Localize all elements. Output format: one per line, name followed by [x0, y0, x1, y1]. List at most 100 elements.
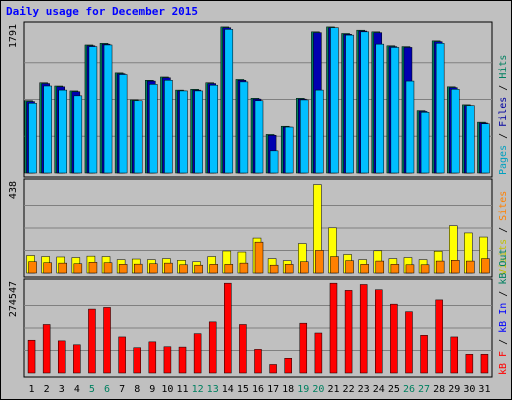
bar-kb-f-day-30 — [465, 354, 474, 374]
legend-entry: Hits — [498, 55, 509, 79]
bar-sites-day-24 — [375, 260, 385, 274]
bar-kb-f-day-11 — [178, 346, 187, 374]
bar-pages-day-20 — [315, 89, 324, 174]
bar-kb-f-day-13 — [208, 321, 217, 374]
day-label-16: 16 — [252, 384, 264, 395]
bar-kb-f-day-28 — [435, 299, 443, 374]
bar-kb-f-day-4 — [73, 344, 81, 374]
day-label-4: 4 — [74, 384, 80, 395]
bar-kb-f-day-31 — [480, 354, 489, 374]
bar-pages-day-18 — [284, 126, 294, 174]
bar-sites-day-26 — [405, 264, 415, 274]
bar-sites-day-4 — [73, 263, 83, 274]
legend-hits: Pages / Files / Hits — [498, 55, 509, 175]
bar-pages-day-13 — [209, 84, 218, 174]
bar-sites-day-1 — [28, 261, 37, 274]
bar-pages-day-7 — [118, 74, 128, 174]
bar-sites-day-12 — [194, 264, 203, 274]
bar-pages-day-31 — [481, 123, 490, 174]
bar-kb-f-day-2 — [42, 324, 51, 374]
bar-sites-day-23 — [360, 264, 369, 274]
bar-kb-f-day-23 — [359, 284, 368, 374]
bar-pages-day-12 — [194, 90, 203, 174]
bar-pages-day-11 — [179, 90, 188, 174]
bar-sites-day-10 — [164, 262, 173, 274]
day-label-6: 6 — [104, 384, 110, 395]
day-label-28: 28 — [433, 384, 445, 395]
bar-pages-day-27 — [420, 112, 430, 174]
bar-pages-day-6 — [103, 44, 113, 174]
bar-pages-day-4 — [73, 95, 83, 174]
day-label-14: 14 — [222, 384, 234, 395]
legend-entry: / — [498, 79, 509, 97]
bar-sites-day-16 — [254, 241, 264, 274]
bar-kb-f-day-3 — [57, 340, 66, 374]
bar-sites-day-2 — [43, 262, 52, 274]
day-label-24: 24 — [373, 384, 385, 395]
bar-pages-day-10 — [164, 80, 173, 174]
bar-pages-day-29 — [451, 89, 460, 174]
day-label-19: 19 — [297, 384, 309, 395]
bar-sites-day-13 — [209, 264, 218, 274]
bar-sites-day-30 — [466, 260, 475, 274]
bar-sites-day-20 — [315, 250, 324, 274]
bar-pages-day-1 — [28, 102, 37, 174]
bar-kb-f-day-12 — [193, 333, 202, 374]
bar-sites-day-28 — [435, 260, 445, 274]
day-label-26: 26 — [403, 384, 415, 395]
bar-kb-f-day-25 — [390, 303, 398, 374]
day-label-13: 13 — [207, 384, 219, 395]
bar-sites-day-11 — [179, 264, 188, 274]
day-label-12: 12 — [192, 384, 204, 395]
legend-kbytes: kB F / kB In / kB Out — [498, 249, 509, 375]
bar-kb-f-day-29 — [450, 336, 459, 374]
bar-kb-f-day-17 — [269, 364, 277, 374]
bar-kb-f-day-20 — [314, 332, 323, 374]
bar-kb-f-day-10 — [163, 346, 172, 374]
bar-pages-day-19 — [300, 99, 309, 174]
bar-sites-day-25 — [390, 264, 400, 274]
day-label-15: 15 — [237, 384, 249, 395]
day-label-25: 25 — [388, 384, 400, 395]
day-label-3: 3 — [59, 384, 65, 395]
bar-sites-day-7 — [118, 264, 128, 274]
bar-sites-day-18 — [284, 264, 294, 274]
day-label-10: 10 — [161, 384, 173, 395]
bar-pages-day-24 — [375, 43, 385, 174]
bar-pages-day-26 — [405, 80, 415, 174]
legend-entry: / — [498, 285, 509, 303]
max-label-visits: 438 — [8, 181, 19, 199]
max-label-kbytes: 274547 — [8, 281, 19, 317]
bar-sites-day-21 — [330, 256, 339, 274]
bar-kb-f-day-7 — [118, 336, 126, 374]
day-label-2: 2 — [44, 384, 50, 395]
bar-pages-day-28 — [435, 43, 445, 174]
bar-kb-f-day-22 — [344, 290, 353, 374]
legend-entry: / — [498, 127, 509, 145]
legend-entry: Visits — [498, 239, 509, 275]
max-label-hits: 1791 — [8, 24, 19, 48]
bar-pages-day-15 — [239, 81, 249, 174]
bar-pages-day-5 — [88, 46, 98, 174]
legend-entry: Files — [498, 97, 509, 127]
bar-sites-day-3 — [58, 262, 67, 274]
day-label-27: 27 — [418, 384, 430, 395]
bar-kb-f-day-8 — [133, 347, 141, 374]
legend-entry: kB F — [498, 351, 509, 375]
bar-pages-day-14 — [224, 29, 234, 174]
bar-kb-f-day-19 — [299, 322, 308, 374]
legend-entry: / — [498, 221, 509, 239]
bar-kb-f-day-6 — [103, 307, 111, 374]
legend-entry: Pages — [498, 145, 509, 175]
legend-entry: / — [498, 333, 509, 351]
bar-kb-f-day-26 — [405, 311, 413, 374]
legend-entry: kB In — [498, 303, 509, 333]
bar-sites-day-15 — [239, 262, 249, 274]
bar-kb-f-day-24 — [375, 289, 383, 374]
bar-sites-day-14 — [224, 264, 234, 274]
bar-pages-day-17 — [269, 150, 279, 174]
bar-sites-day-9 — [149, 263, 158, 274]
bar-sites-day-8 — [133, 263, 143, 274]
